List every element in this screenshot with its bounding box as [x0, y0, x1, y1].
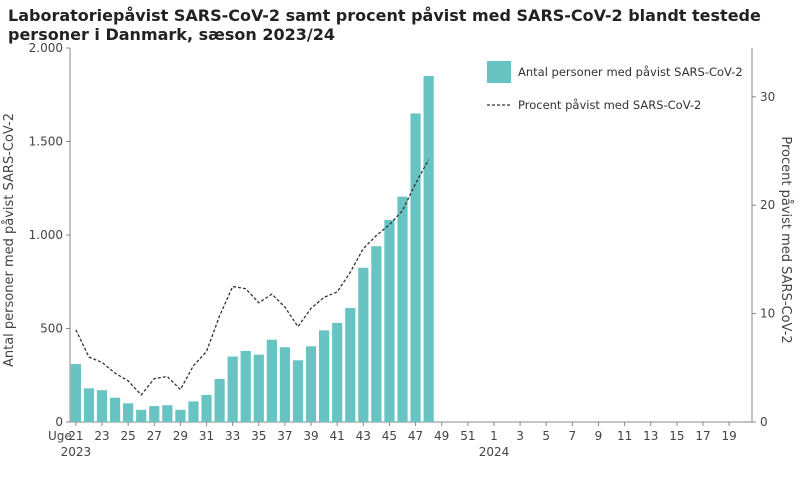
bar [240, 350, 251, 422]
bar [332, 322, 343, 422]
x-tick-label: 31 [199, 429, 214, 443]
bar [410, 113, 421, 422]
x-tick-label: 49 [434, 429, 449, 443]
bar [96, 390, 108, 422]
bar [266, 339, 277, 422]
bar [423, 76, 434, 423]
x-tick-label: 5 [542, 429, 550, 443]
y-tick-label: 1.500 [29, 135, 63, 149]
bar [149, 406, 160, 422]
bar [70, 364, 81, 422]
bar [371, 246, 382, 422]
y2-tick-label: 20 [760, 198, 775, 212]
bar [279, 347, 291, 422]
y-tick-label: 1.000 [29, 228, 63, 242]
y2-tick-label: 0 [760, 415, 768, 429]
x-axis-prefix: Uge [48, 429, 72, 443]
x-tick-label: 3 [516, 429, 524, 443]
bar [397, 196, 408, 422]
year-label: 2023 [61, 445, 92, 459]
legend-bar-label: Antal personer med påvist SARS-CoV-2 [518, 65, 743, 79]
bar [227, 356, 238, 422]
x-tick-label: 35 [251, 429, 266, 443]
bar [123, 403, 134, 422]
x-tick-label: 39 [303, 429, 318, 443]
bar [214, 378, 225, 422]
bar [109, 397, 121, 422]
x-tick-label: 19 [721, 429, 736, 443]
x-tick-label: 23 [94, 429, 109, 443]
x-tick-label: 11 [617, 429, 632, 443]
bar [319, 330, 330, 422]
bar [188, 401, 199, 422]
x-tick-label: 21 [68, 429, 83, 443]
x-tick-label: 51 [460, 429, 475, 443]
x-tick-label: 7 [569, 429, 577, 443]
x-tick-label: 29 [173, 429, 188, 443]
y-tick-label: 0 [55, 415, 63, 429]
bar [136, 409, 147, 422]
y-axis-title: Antal personer med påvist SARS-CoV-2 [2, 113, 17, 367]
x-tick-label: 15 [669, 429, 684, 443]
bar [305, 346, 317, 422]
x-tick-label: 27 [147, 429, 162, 443]
y-tick-label: 500 [40, 322, 63, 336]
x-tick-label: 45 [382, 429, 397, 443]
x-tick-label: 41 [330, 429, 345, 443]
x-tick-label: 9 [595, 429, 603, 443]
bar [253, 354, 264, 422]
year-label: 2024 [479, 445, 510, 459]
x-tick-label: 33 [225, 429, 240, 443]
bar [384, 220, 395, 422]
y2-tick-label: 30 [760, 90, 775, 104]
x-tick-label: 1 [490, 429, 498, 443]
bar [162, 405, 173, 422]
x-tick-label: 17 [695, 429, 710, 443]
x-tick-label: 13 [643, 429, 658, 443]
y-tick-label: 2.000 [29, 41, 63, 55]
bar [345, 307, 356, 422]
x-tick-label: 43 [356, 429, 371, 443]
x-tick-label: 47 [408, 429, 423, 443]
y2-tick-label: 10 [760, 307, 775, 321]
y2-axis-title: Procent påvist med SARS-CoV-2 [778, 136, 793, 343]
bar [83, 388, 95, 422]
bar [292, 360, 304, 422]
bar [175, 409, 186, 422]
chart-title: Laboratoriepåvist SARS-CoV-2 samt procen… [8, 6, 761, 44]
bar [201, 394, 212, 422]
x-tick-label: 25 [120, 429, 135, 443]
x-tick-label: 37 [277, 429, 292, 443]
bar [358, 267, 369, 422]
percent-line [75, 159, 430, 396]
legend-bar-swatch [487, 61, 511, 83]
legend-line-label: Procent påvist med SARS-CoV-2 [518, 98, 701, 112]
